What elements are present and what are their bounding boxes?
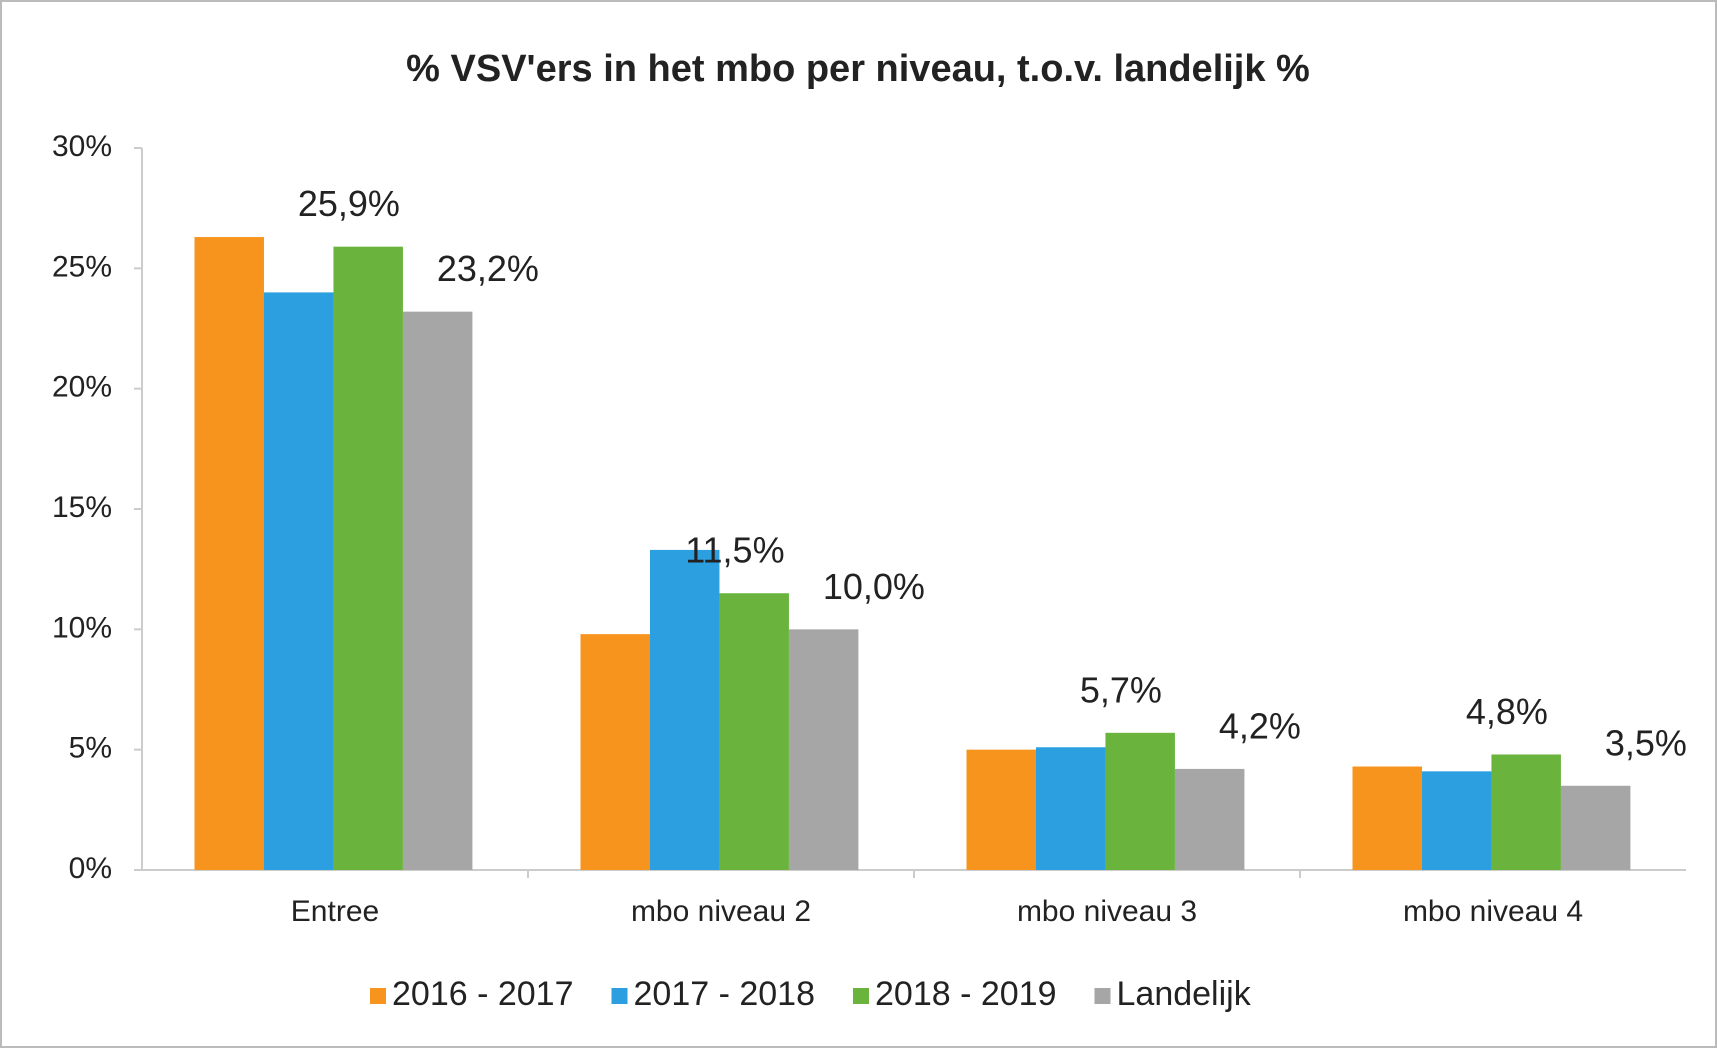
- bar: [649, 549, 720, 870]
- bar: [1174, 768, 1245, 870]
- y-tick-label: 25%: [52, 250, 112, 283]
- bar: [263, 292, 334, 870]
- bar: [1105, 732, 1175, 870]
- bar: [719, 593, 789, 870]
- bar: [788, 629, 859, 870]
- bar: [333, 246, 403, 870]
- bar: [1352, 766, 1422, 870]
- y-tick-label: 20%: [52, 371, 112, 404]
- bar: [194, 237, 264, 871]
- bar: [402, 311, 473, 870]
- bar: [1421, 771, 1492, 870]
- data-label: 23,2%: [437, 248, 539, 289]
- bar: [1560, 785, 1631, 870]
- y-tick-label: 10%: [52, 611, 112, 644]
- legend-label: Landelijk: [1117, 975, 1252, 1013]
- bar: [966, 749, 1036, 870]
- data-label: 5,7%: [1080, 669, 1162, 710]
- legend-swatch: [611, 988, 628, 1004]
- bar: [580, 634, 650, 870]
- legend-swatch: [853, 988, 869, 1004]
- data-label: 10,0%: [823, 566, 925, 607]
- y-tick-label: 30%: [52, 130, 112, 163]
- x-tick-label: mbo niveau 2: [631, 895, 811, 928]
- legend-swatch: [1094, 988, 1111, 1004]
- legend-swatch: [370, 988, 386, 1004]
- legend-label: 2018 - 2019: [875, 975, 1057, 1013]
- chart-title: % VSV'ers in het mbo per niveau, t.o.v. …: [406, 48, 1310, 90]
- bar: [1035, 747, 1106, 870]
- data-label: 4,8%: [1466, 691, 1548, 732]
- bar: [1491, 754, 1561, 870]
- y-tick-label: 5%: [69, 732, 112, 765]
- data-label: 4,2%: [1219, 705, 1301, 746]
- legend-label: 2016 - 2017: [392, 975, 574, 1013]
- y-tick-label: 15%: [52, 491, 112, 524]
- data-label: 3,5%: [1605, 722, 1687, 763]
- data-label: 25,9%: [298, 183, 400, 224]
- x-tick-label: mbo niveau 4: [1403, 895, 1583, 928]
- y-tick-label: 0%: [69, 852, 112, 885]
- legend-label: 2017 - 2018: [634, 975, 816, 1013]
- x-tick-label: mbo niveau 3: [1017, 895, 1197, 928]
- x-tick-label: Entree: [291, 895, 379, 928]
- data-label: 11,5%: [685, 530, 784, 571]
